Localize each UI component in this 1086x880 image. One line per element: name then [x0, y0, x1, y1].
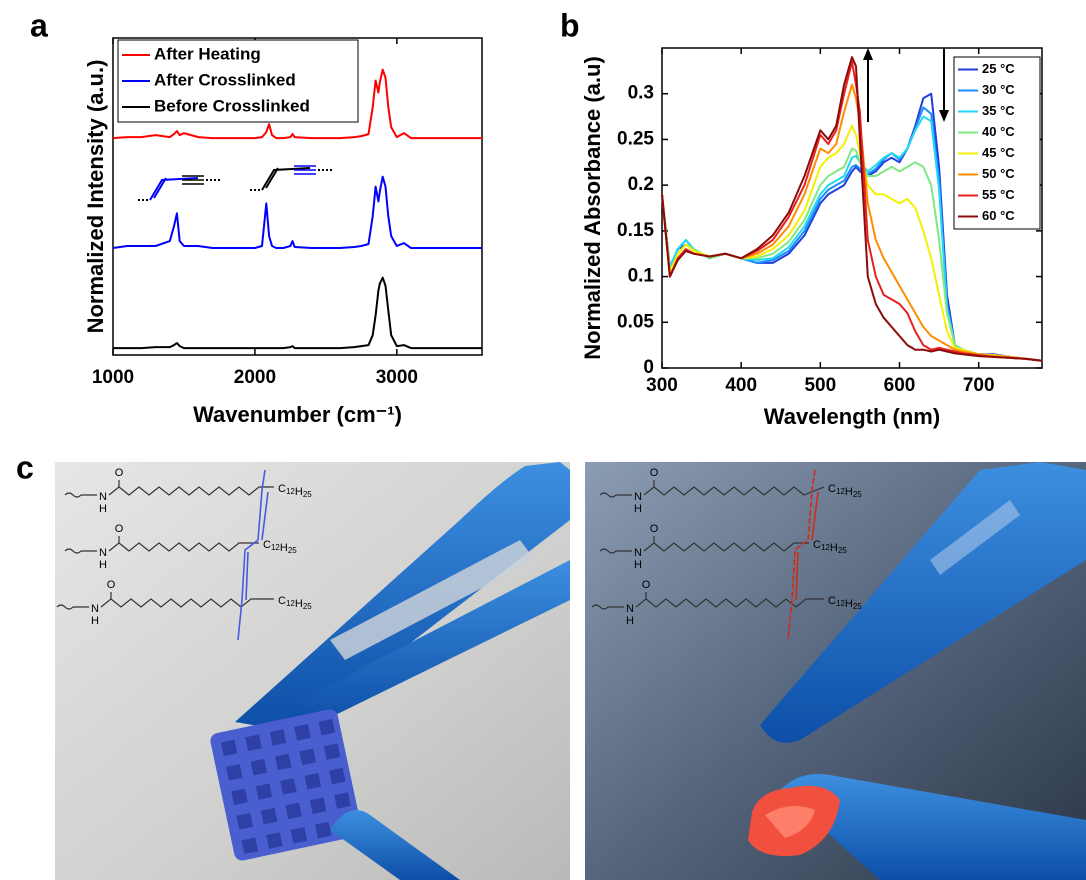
legend-label: 50 °C — [982, 166, 1015, 181]
x-tick-label: 500 — [804, 375, 836, 396]
substituent: C12H25 — [263, 539, 297, 555]
x-tick-label: 400 — [725, 375, 757, 396]
y-axis-label: Normalized Absorbance (a.u) — [580, 56, 605, 360]
y-tick-label: 0.05 — [617, 311, 654, 332]
atom-n: N — [91, 603, 99, 615]
substituent: C12H25 — [813, 539, 847, 555]
chain — [64, 492, 97, 498]
legend-label: 25 °C — [982, 61, 1015, 76]
chain — [56, 604, 89, 610]
x-tick-label: 600 — [884, 375, 916, 396]
x-tick-label: 1000 — [92, 367, 134, 388]
x-tick-label: 300 — [646, 375, 678, 396]
legend-label: After Crosslinked — [154, 70, 296, 89]
y-tick-label: 0.15 — [617, 220, 654, 241]
plot-frame — [661, 47, 1043, 369]
legend-label: 45 °C — [982, 145, 1015, 160]
atom-o: O — [642, 579, 651, 591]
atom-h: H — [634, 503, 642, 515]
legend-label: 60 °C — [982, 208, 1015, 223]
atom-o: O — [650, 523, 659, 535]
backbone — [237, 469, 266, 641]
chain — [599, 492, 632, 498]
bond-sketch — [265, 167, 279, 189]
y-axis-label: Normalized Intensity (a.u.) — [83, 60, 108, 334]
panel-label: b — [560, 7, 580, 43]
legend-box — [953, 56, 1041, 230]
data-line — [112, 175, 482, 249]
bond-sketch — [261, 167, 311, 191]
x-tick-label: 3000 — [376, 367, 418, 388]
atom-h: H — [99, 503, 107, 515]
atom-o: O — [650, 467, 659, 479]
atom-n: N — [634, 491, 642, 503]
panel-label: c — [16, 449, 34, 485]
backbone — [787, 469, 816, 641]
panel-label: a — [30, 7, 48, 43]
chain — [108, 480, 274, 496]
legend-label: 30 °C — [982, 82, 1015, 97]
atom-n: N — [99, 491, 107, 503]
atom-h: H — [626, 615, 634, 627]
legend-label: 40 °C — [982, 124, 1015, 139]
chain — [643, 480, 825, 496]
plot-frame — [112, 37, 483, 356]
chain — [599, 548, 632, 554]
x-axis-label: Wavenumber (cm⁻¹) — [193, 402, 402, 427]
atom-o: O — [115, 523, 124, 535]
atom-n: N — [99, 547, 107, 559]
atom-o: O — [107, 579, 116, 591]
data-line — [112, 68, 482, 140]
bond-sketch — [153, 177, 167, 199]
atom-n: N — [626, 603, 634, 615]
y-tick-label: 0.3 — [628, 83, 654, 104]
chain — [643, 536, 809, 552]
substituent: C12H25 — [828, 595, 862, 611]
legend-box — [117, 39, 359, 123]
substituent: C12H25 — [278, 483, 312, 499]
y-tick-label: 0 — [643, 357, 654, 378]
photo-left — [55, 462, 570, 880]
y-tick-label: 0.25 — [617, 128, 654, 149]
x-axis-label: Wavelength (nm) — [764, 404, 940, 429]
x-tick-label: 2000 — [234, 367, 276, 388]
photo-right — [585, 462, 1086, 880]
atom-h: H — [99, 559, 107, 571]
trend-arrow-head — [939, 110, 949, 122]
x-tick-label: 700 — [963, 375, 995, 396]
atom-o: O — [115, 467, 124, 479]
y-tick-label: 0.2 — [628, 174, 654, 195]
substituent: C12H25 — [828, 483, 862, 499]
chain — [100, 592, 274, 608]
substituent: C12H25 — [278, 595, 312, 611]
data-line — [113, 276, 482, 350]
legend-label: Before Crosslinked — [154, 96, 310, 115]
chain — [64, 548, 97, 554]
atom-h: H — [91, 615, 99, 627]
trend-arrow-head — [863, 48, 873, 60]
chain — [591, 604, 624, 610]
bond-sketch — [149, 177, 199, 201]
chain — [635, 592, 824, 608]
data-line — [661, 56, 1043, 362]
legend-label: 55 °C — [982, 187, 1015, 202]
y-tick-label: 0.1 — [628, 266, 655, 287]
legend-label: After Heating — [154, 44, 261, 63]
chain — [108, 536, 259, 552]
backbone — [795, 491, 819, 601]
legend-label: 35 °C — [982, 103, 1015, 118]
atom-n: N — [634, 547, 642, 559]
atom-h: H — [634, 559, 642, 571]
backbone — [245, 491, 269, 601]
